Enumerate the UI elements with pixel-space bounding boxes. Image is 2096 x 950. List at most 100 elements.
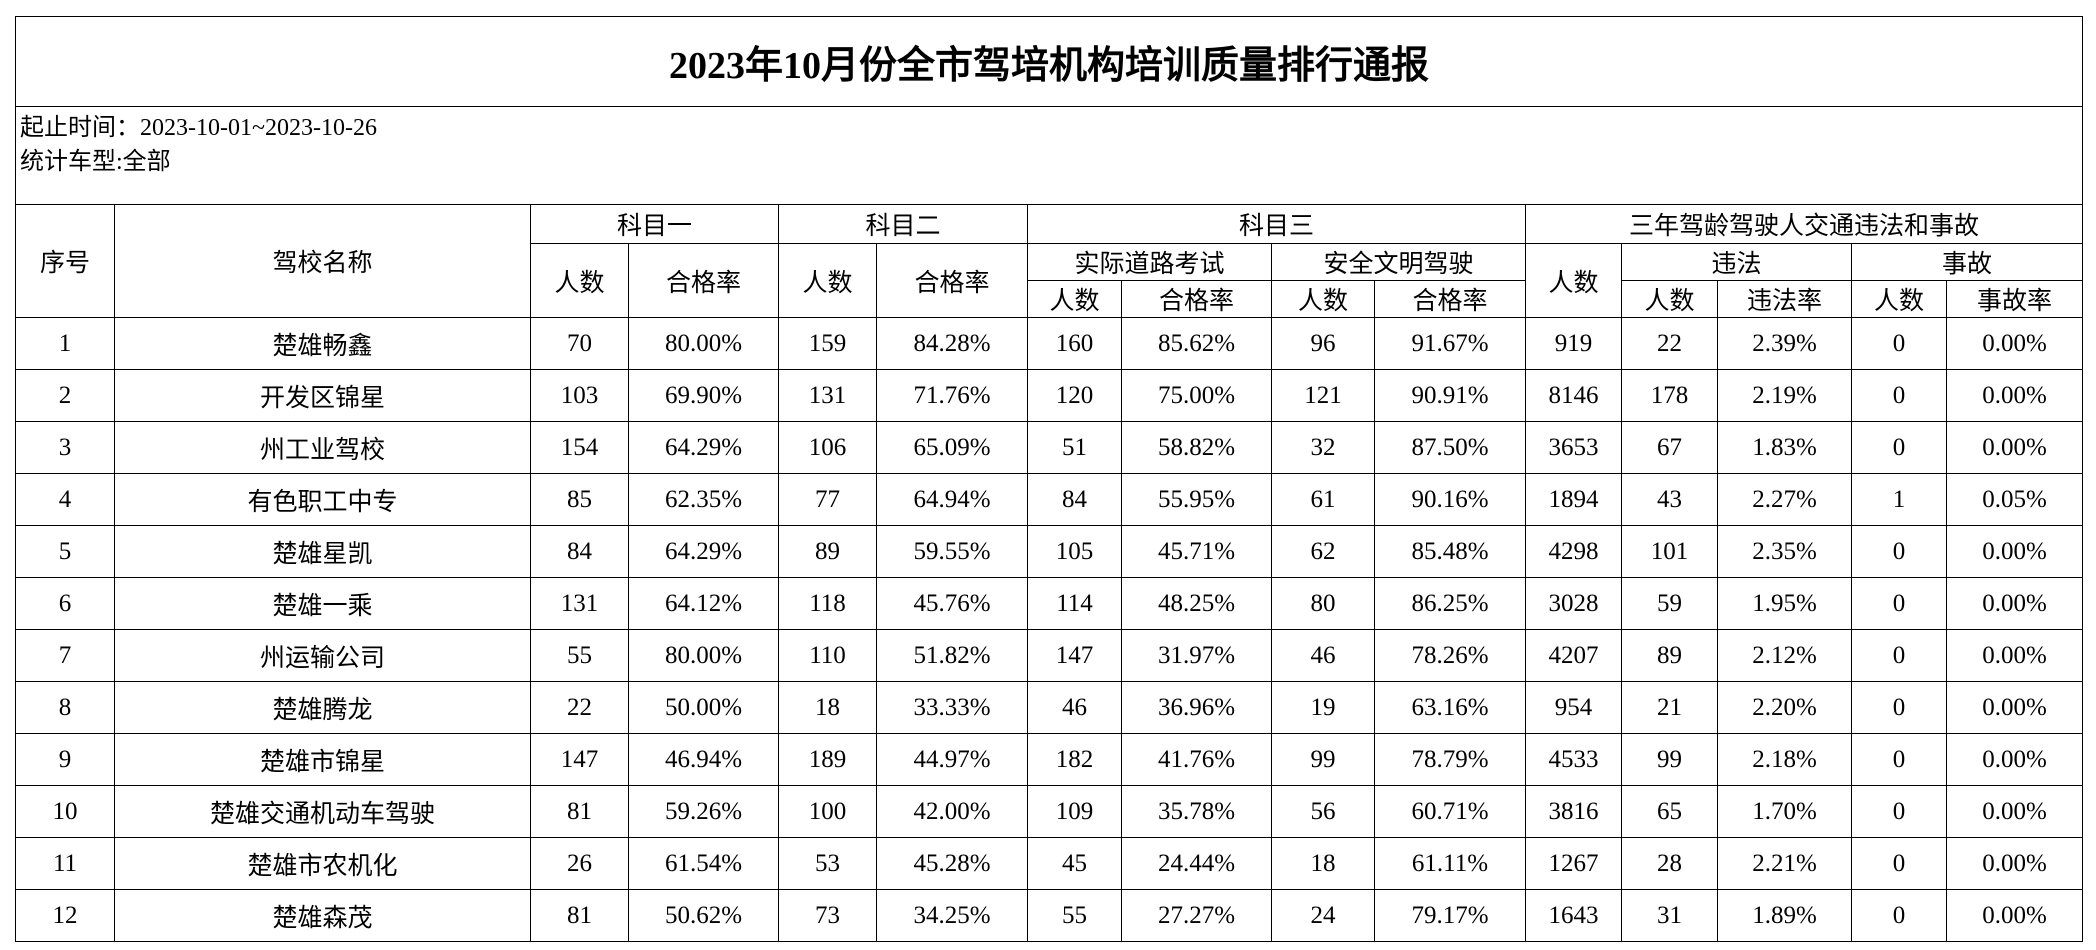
header: 事故率: [1946, 280, 2083, 318]
header: 人数: [778, 243, 877, 318]
table-cell: 2: [15, 369, 115, 422]
table-cell: 45.28%: [876, 837, 1028, 890]
table-cell: 182: [1027, 733, 1122, 786]
header: 合格率: [628, 243, 779, 318]
table-cell: 0.00%: [1946, 525, 2083, 578]
table-cell: 楚雄一乘: [114, 577, 531, 630]
table-cell: 4298: [1525, 525, 1622, 578]
table-cell: 114: [1027, 577, 1122, 630]
table-cell: 45.76%: [876, 577, 1028, 630]
table-cell: 2.18%: [1717, 733, 1852, 786]
table-cell: 22: [530, 681, 629, 734]
table-cell: 46.94%: [628, 733, 779, 786]
table-cell: 0: [1851, 369, 1947, 422]
table-cell: 0: [1851, 577, 1947, 630]
table-cell: 80.00%: [628, 629, 779, 682]
table-cell: 州运输公司: [114, 629, 531, 682]
table-cell: 61.11%: [1374, 837, 1526, 890]
table-cell: 2.20%: [1717, 681, 1852, 734]
header: 违法: [1621, 243, 1852, 281]
table-cell: 64.12%: [628, 577, 779, 630]
table-cell: 0.00%: [1946, 369, 2083, 422]
table-cell: 189: [778, 733, 877, 786]
header: 合格率: [1121, 280, 1272, 318]
table-cell: 118: [778, 577, 877, 630]
table-cell: 0: [1851, 837, 1947, 890]
table-cell: 50.62%: [628, 889, 779, 942]
table-cell: 1643: [1525, 889, 1622, 942]
table-cell: 34.25%: [876, 889, 1028, 942]
table-cell: 31.97%: [1121, 629, 1272, 682]
table-cell: 楚雄市锦星: [114, 733, 531, 786]
table-cell: 59.55%: [876, 525, 1028, 578]
table-cell: 32: [1271, 421, 1375, 474]
table-cell: 33.33%: [876, 681, 1028, 734]
header: 科目一: [530, 204, 779, 244]
table-cell: 26: [530, 837, 629, 890]
table-cell: 85.62%: [1121, 317, 1272, 370]
table-cell: 36.96%: [1121, 681, 1272, 734]
table-cell: 59: [1621, 577, 1718, 630]
table-cell: 55: [530, 629, 629, 682]
table-cell: 5: [15, 525, 115, 578]
table-cell: 65.09%: [876, 421, 1028, 474]
header: 合格率: [876, 243, 1028, 318]
table-cell: 3816: [1525, 785, 1622, 838]
table-cell: 84.28%: [876, 317, 1028, 370]
table-cell: 96: [1271, 317, 1375, 370]
table-cell: 55.95%: [1121, 473, 1272, 526]
table-cell: 4207: [1525, 629, 1622, 682]
table-cell: 4: [15, 473, 115, 526]
table-cell: 7: [15, 629, 115, 682]
table-cell: 0.00%: [1946, 681, 2083, 734]
header: 科目二: [778, 204, 1028, 244]
table-cell: 63.16%: [1374, 681, 1526, 734]
table-cell: 919: [1525, 317, 1622, 370]
table-cell: 81: [530, 889, 629, 942]
table-cell: 160: [1027, 317, 1122, 370]
table-cell: 110: [778, 629, 877, 682]
table-cell: 24.44%: [1121, 837, 1272, 890]
table-cell: 85: [530, 473, 629, 526]
table-cell: 0.00%: [1946, 889, 2083, 942]
table-cell: 45.71%: [1121, 525, 1272, 578]
table-cell: 99: [1621, 733, 1718, 786]
header: 科目三: [1027, 204, 1526, 244]
table-cell: 90.16%: [1374, 473, 1526, 526]
table-cell: 120: [1027, 369, 1122, 422]
table-cell: 9: [15, 733, 115, 786]
table-cell: 50.00%: [628, 681, 779, 734]
table-cell: 31: [1621, 889, 1718, 942]
table-cell: 109: [1027, 785, 1122, 838]
table-cell: 147: [530, 733, 629, 786]
table-cell: 10: [15, 785, 115, 838]
table-row: 2 开发区锦星 103 69.90% 131 71.76% 120 75.00% 121 90.9…: [15, 369, 2083, 422]
table-row: 1 楚雄畅鑫 70 80.00% 159 84.28% 160 85.62% 96 91.67% 9…: [15, 317, 2083, 370]
table-cell: 州工业驾校: [114, 421, 531, 474]
table-cell: 70: [530, 317, 629, 370]
table-cell: 131: [530, 577, 629, 630]
table-cell: 178: [1621, 369, 1718, 422]
table-cell: 80.00%: [628, 317, 779, 370]
table-cell: 0.00%: [1946, 629, 2083, 682]
table-cell: 楚雄交通机动车驾驶: [114, 785, 531, 838]
table-cell: 159: [778, 317, 877, 370]
table-cell: 3028: [1525, 577, 1622, 630]
table-cell: 2.27%: [1717, 473, 1852, 526]
table-cell: 46: [1271, 629, 1375, 682]
table-row: 6 楚雄一乘 131 64.12% 118 45.76% 114 48.25% 80 86.25%…: [15, 577, 2083, 630]
table-row: 7 州运输公司 55 80.00% 110 51.82% 147 31.97% 46 78.26%…: [15, 629, 2083, 682]
table-cell: 8: [15, 681, 115, 734]
table-cell: 100: [778, 785, 877, 838]
table-cell: 1: [15, 317, 115, 370]
table-cell: 楚雄星凯: [114, 525, 531, 578]
table-cell: 35.78%: [1121, 785, 1272, 838]
table-cell: 3: [15, 421, 115, 474]
table-cell: 0: [1851, 629, 1947, 682]
table-cell: 61.54%: [628, 837, 779, 890]
table-cell: 77: [778, 473, 877, 526]
table-cell: 64.29%: [628, 421, 779, 474]
table-row: 3 州工业驾校 154 64.29% 106 65.09% 51 58.82% 32 87.50%…: [15, 421, 2083, 474]
vehicle-type: 统计车型:全部: [20, 149, 171, 175]
info: 起止时间：2023-10-01~2023-10-26 统计车型:全部: [15, 106, 2083, 205]
